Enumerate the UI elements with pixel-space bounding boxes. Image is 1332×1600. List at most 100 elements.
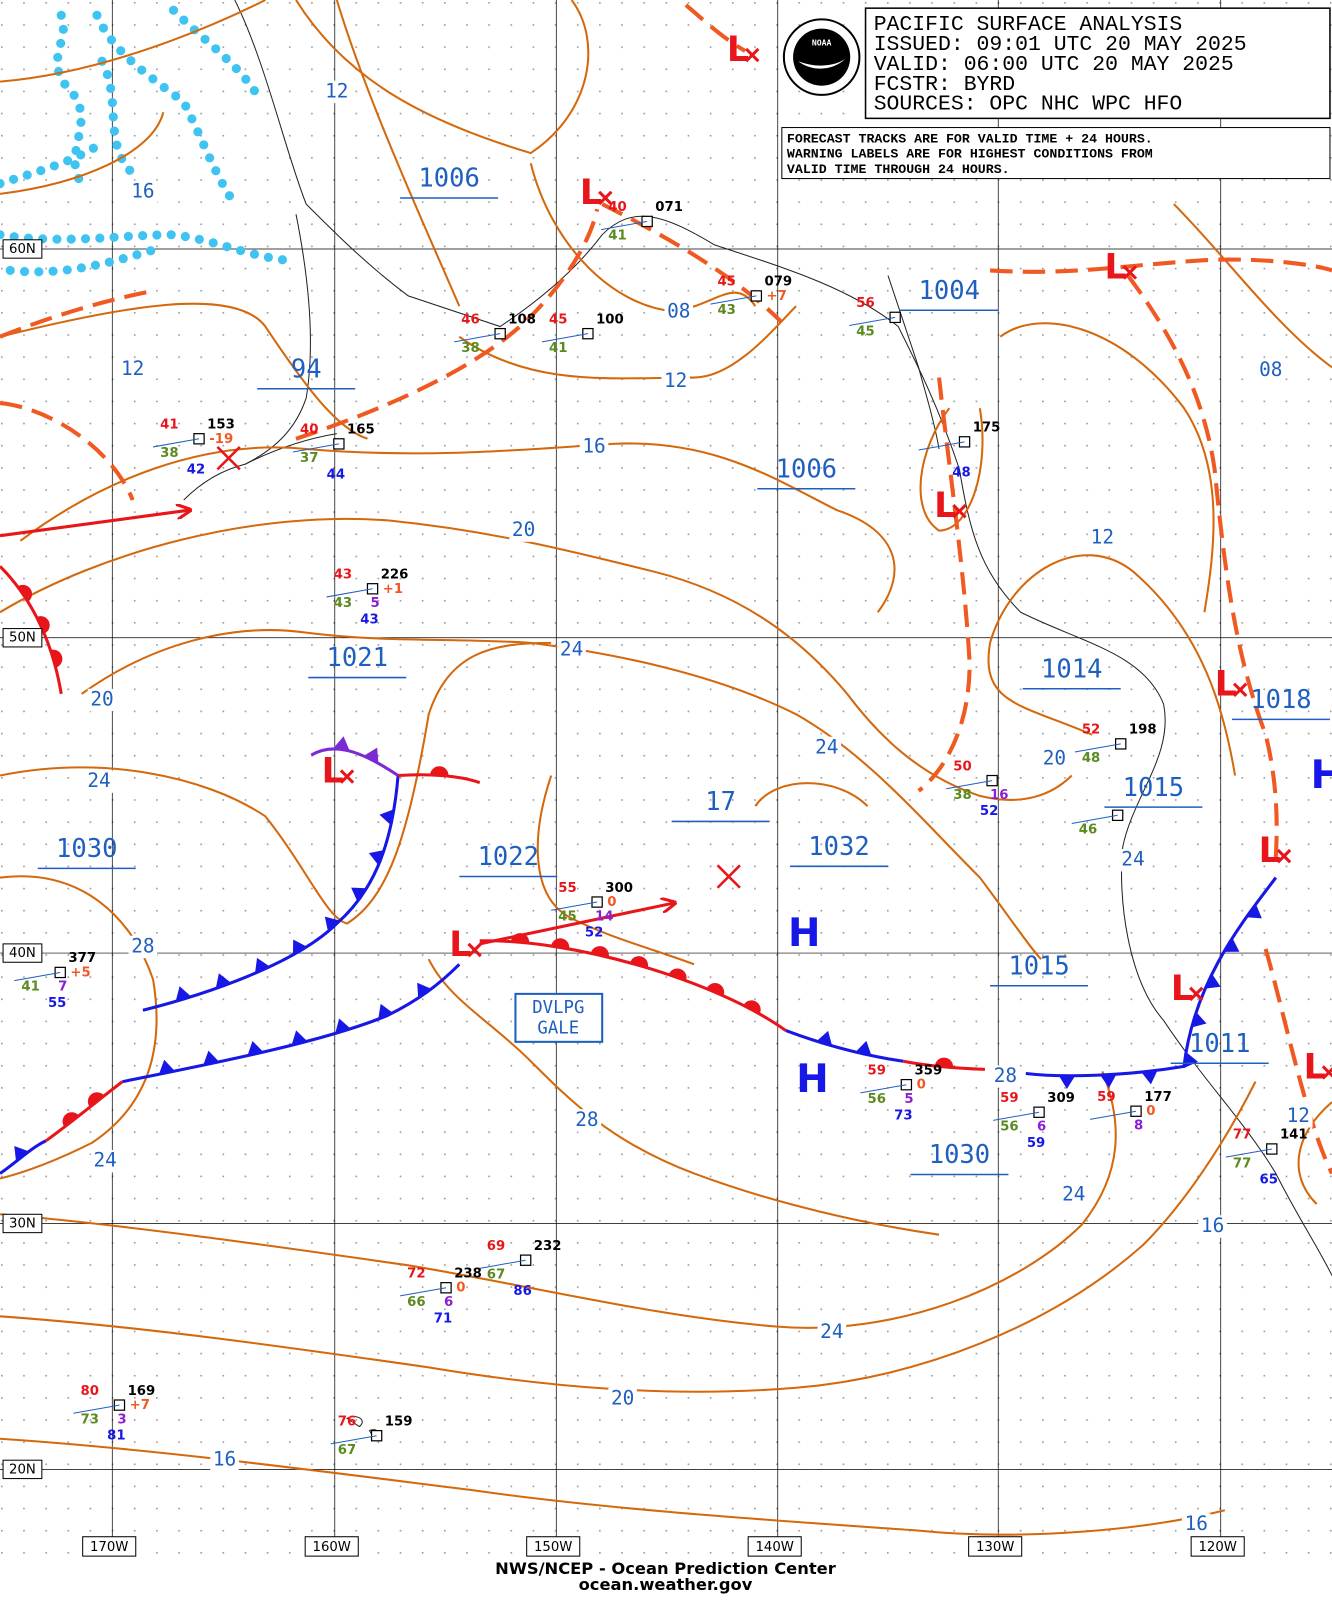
- wind-barb: [400, 1287, 447, 1297]
- station-dew: 56: [868, 1092, 886, 1107]
- storm-track: [479, 903, 674, 946]
- station-sst: 81: [107, 1429, 125, 1444]
- station-other: 6: [444, 1295, 453, 1310]
- station-sst: 43: [360, 612, 378, 627]
- station-marker: [1111, 809, 1124, 822]
- cold-barb: [363, 747, 379, 764]
- station-dew: 38: [160, 446, 178, 461]
- isobar-label: 08: [1259, 358, 1282, 381]
- label-backing: [579, 435, 609, 459]
- lat-label: 60N: [9, 242, 36, 257]
- cold-barb: [1141, 1070, 1158, 1085]
- station-temp: 77: [1233, 1128, 1251, 1143]
- isobar-label: 12: [325, 79, 348, 102]
- station-tendency: +1: [383, 582, 403, 597]
- isobar: [0, 1071, 1117, 1329]
- footer-line: NWS/NCEP - Ocean Prediction Center: [495, 1559, 836, 1578]
- lon-label-box: [82, 1536, 137, 1557]
- warm-barb: [17, 584, 33, 602]
- warm-front: [397, 773, 481, 785]
- isobar-label: 08: [667, 300, 690, 323]
- low-x: [1276, 848, 1292, 864]
- warm-front-symbol: [706, 983, 725, 996]
- cold-barb: [247, 1040, 264, 1056]
- cold-front-symbol: [378, 1003, 394, 1020]
- ice-edge: [0, 230, 291, 265]
- isobar: [919, 407, 984, 532]
- warm-barb: [630, 956, 649, 968]
- cold-front-symbol: [1191, 1011, 1207, 1028]
- high-center: H: [788, 911, 820, 956]
- pressure-label: 1006: [418, 164, 479, 194]
- cold-barb: [1058, 1075, 1076, 1089]
- high-center: H: [796, 1057, 828, 1102]
- station-temp: 40: [608, 200, 626, 215]
- low-x: [339, 769, 355, 784]
- ice-edge: [97, 56, 138, 179]
- pressure-label: 1004: [919, 276, 980, 306]
- isobar-label: 16: [213, 1448, 236, 1471]
- station-other: 8: [1134, 1119, 1143, 1134]
- noaa-logo-text: NOAA: [812, 37, 832, 47]
- cold-front-symbol: [368, 850, 385, 866]
- warning-label: GALE: [537, 1019, 579, 1039]
- warm-front-symbol: [36, 616, 50, 634]
- pressure-label: 1030: [929, 1140, 990, 1170]
- coastline: [183, 214, 311, 501]
- warm-barb: [430, 766, 449, 777]
- isobar-label: 24: [560, 638, 583, 661]
- warm-barb: [590, 946, 609, 958]
- label-backing: [1088, 526, 1117, 549]
- lon-label: 160W: [313, 1540, 351, 1555]
- label-backing: [1181, 1513, 1211, 1536]
- trough: [989, 257, 1332, 274]
- station-dew: 45: [856, 325, 874, 340]
- station-sst: 59: [1027, 1136, 1045, 1151]
- warm-front: [45, 1080, 124, 1143]
- cold-barb: [1100, 1074, 1117, 1088]
- pressure-label: 1015: [1008, 951, 1069, 981]
- isobar-label: 24: [87, 769, 110, 792]
- station-other: 14: [595, 909, 613, 924]
- wind-barb: [292, 443, 339, 453]
- dot-grid: [0, 0, 1332, 1557]
- lon-label-box: [304, 1536, 359, 1557]
- station-temp: 72: [407, 1266, 425, 1281]
- cold-barb: [215, 973, 232, 989]
- station-dew: 38: [953, 788, 971, 803]
- wind-barb: [153, 438, 200, 448]
- cold-barb: [855, 1040, 872, 1056]
- wind-barb: [551, 901, 598, 911]
- cold-front-symbol: [417, 982, 432, 999]
- header-box: [864, 7, 1331, 120]
- noaa-logo-bird: [798, 59, 846, 69]
- station-pressure: 238: [454, 1266, 482, 1281]
- low-center: L: [449, 925, 471, 965]
- label-backing: [1059, 1183, 1089, 1207]
- station-dew: 37: [300, 451, 318, 466]
- label-backing: [87, 688, 117, 712]
- station-sst: 52: [585, 926, 603, 941]
- isobar-label: 20: [512, 518, 535, 541]
- wind-barb: [860, 1084, 907, 1094]
- pressure-label: 1011: [1189, 1029, 1250, 1059]
- label-backing: [1118, 848, 1148, 872]
- warm-front: [479, 939, 787, 1032]
- coastline: [887, 275, 940, 450]
- warm-barb: [668, 968, 687, 981]
- station-pressure: 359: [915, 1063, 943, 1078]
- station-sst: 52: [980, 804, 998, 819]
- isobar-label: 20: [90, 688, 113, 711]
- isobar-label: 12: [121, 357, 144, 380]
- wind-barb: [1090, 1110, 1137, 1120]
- low-center: L: [727, 30, 749, 70]
- warm-front-symbol: [87, 1092, 105, 1108]
- station-sst: 71: [434, 1311, 452, 1326]
- warm-front-symbol: [630, 956, 649, 968]
- header-line: FCSTR: BYRD: [874, 73, 1015, 97]
- wind-barb: [601, 220, 648, 231]
- lon-label: 140W: [755, 1540, 793, 1555]
- warm-barb: [87, 1092, 105, 1108]
- lon-label-box: [526, 1536, 581, 1557]
